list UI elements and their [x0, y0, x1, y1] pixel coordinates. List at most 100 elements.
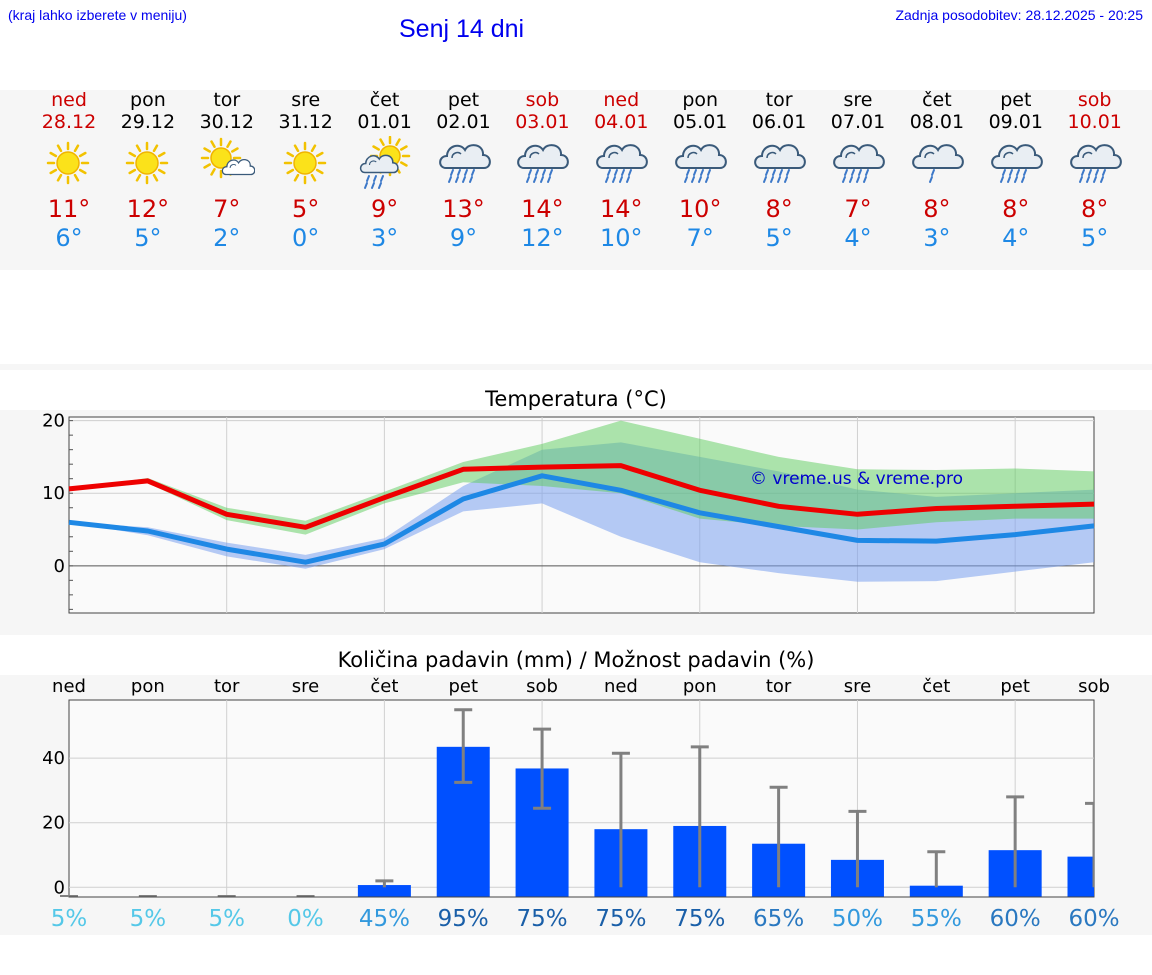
day-name: pon: [130, 89, 166, 111]
sun-icon: [108, 133, 187, 195]
day-label: tor: [214, 676, 240, 697]
temperature-chart: 0 10 20 © vreme.us & vreme.pro: [42, 411, 1095, 614]
max-temperature: 14°: [521, 195, 564, 223]
day-column: sre 07.01 7° 4°: [819, 89, 898, 253]
day-label: sob: [1078, 676, 1110, 697]
day-column: sob 10.01 8° 5°: [1055, 89, 1134, 253]
sun-icon: [266, 133, 345, 195]
day-date: 05.01: [672, 111, 728, 133]
y-tick-label: 0: [54, 556, 65, 577]
min-temperature: 5°: [765, 224, 793, 252]
min-temperature: 5°: [1081, 224, 1109, 252]
precipitation-probability: 45%: [359, 906, 410, 932]
day-label: sob: [526, 676, 558, 697]
max-temperature: 10°: [678, 195, 722, 223]
max-temperature-line: [68, 463, 1095, 530]
day-name: ned: [603, 89, 640, 111]
day-date: 06.01: [751, 111, 807, 133]
day-date: 03.01: [515, 111, 570, 133]
min-temperature: 2°: [213, 224, 241, 252]
day-column: tor 06.01 8° 5°: [740, 89, 819, 253]
precipitation-probability: 60%: [990, 906, 1041, 932]
min-temperature: 3°: [923, 224, 951, 252]
min-range-band: [69, 442, 1094, 582]
y-tick-label: 20: [42, 411, 65, 432]
day-date: 09.01: [988, 111, 1043, 133]
min-temperature: 0°: [292, 224, 320, 252]
temperature-title: Temperatura (°C): [485, 387, 667, 411]
day-date: 02.01: [436, 111, 491, 133]
max-temperature: 11°: [47, 195, 91, 223]
precipitation-probability: 95%: [438, 906, 489, 932]
max-temperature: 8°: [1081, 195, 1109, 223]
max-temperature: 14°: [600, 195, 643, 223]
day-column: čet 01.01 9° 3°: [345, 89, 424, 253]
day-column: tor 30.12 7° 2°: [187, 89, 266, 253]
day-name: sob: [525, 89, 560, 111]
y-tick-label: 20: [42, 813, 65, 834]
precipitation-probability: 0%: [287, 906, 324, 932]
min-temperature: 4°: [844, 224, 872, 252]
day-column: pon 29.12 12° 5°: [108, 89, 187, 253]
day-column: sob 03.01 14° 12°: [503, 89, 582, 253]
day-column: ned 04.01 14° 10°: [582, 89, 661, 253]
day-date: 01.01: [357, 111, 412, 133]
precipitation-probability: 75%: [517, 906, 568, 932]
max-temperature: 13°: [442, 195, 485, 223]
min-temperature: 7°: [686, 224, 714, 252]
day-column: pet 09.01 8° 4°: [976, 89, 1055, 253]
rain-cloud-icon: [582, 133, 661, 195]
precipitation-probability: 65%: [753, 906, 804, 932]
location-hint[interactable]: (kraj lahko izberete v meniju): [8, 7, 187, 23]
day-column: sre 31.12 5° 0°: [266, 89, 345, 253]
day-name: sob: [1077, 89, 1112, 111]
rain-cloud-icon: [424, 133, 503, 195]
day-column: ned 28.12 11° 6°: [30, 89, 109, 253]
min-temperature: 6°: [55, 224, 83, 252]
watermark: © vreme.us & vreme.pro: [750, 469, 963, 489]
max-temperature: 8°: [923, 195, 951, 223]
day-date: 30.12: [199, 111, 254, 133]
y-tick-label: 40: [42, 748, 65, 769]
day-label: pet: [1000, 676, 1030, 697]
bars-group: [60, 708, 1094, 897]
rain-cloud-icon: [503, 133, 582, 195]
plot-area: [68, 699, 1095, 898]
precipitation-probability: 5%: [51, 906, 88, 932]
max-temperature: 7°: [213, 195, 241, 223]
light-rain-cloud-icon: [897, 133, 976, 195]
day-date: 07.01: [830, 111, 886, 133]
sun-cloud-icon: [187, 133, 266, 195]
max-range-band: [69, 420, 1094, 535]
sun-rain-icon: [345, 133, 424, 195]
last-updated: Zadnja posodobitev: 28.12.2025 - 20:25: [895, 7, 1143, 23]
day-date: 31.12: [278, 111, 333, 133]
max-temperature: 8°: [1002, 195, 1030, 223]
precipitation-bar: [1067, 856, 1094, 897]
sun-icon: [30, 133, 109, 195]
precipitation-chart: 0 20 40 ned pon tor sre čet pet sob ned pon tor sre če…: [42, 676, 1119, 932]
day-label: ned: [52, 676, 86, 697]
day-column: pon 05.01 10° 7°: [661, 89, 740, 253]
divider: [0, 364, 1152, 370]
day-label: sre: [844, 676, 871, 697]
max-temperature: 12°: [126, 195, 170, 223]
day-name: tor: [765, 89, 793, 111]
day-label: pon: [131, 676, 165, 697]
day-name: sre: [291, 89, 321, 111]
precipitation-probability: 5%: [130, 906, 167, 932]
day-column: pet 02.01 13° 9°: [424, 89, 503, 253]
min-temperature: 12°: [521, 224, 564, 252]
day-name: pet: [447, 89, 480, 111]
min-temperature: 9°: [449, 224, 478, 252]
precipitation-probability: 50%: [832, 906, 883, 932]
min-temperature: 4°: [1002, 224, 1030, 252]
day-name: čet: [369, 89, 400, 111]
day-name: pet: [1000, 89, 1032, 111]
precipitation-bar: [909, 885, 963, 897]
day-label: sre: [292, 676, 319, 697]
day-name: ned: [51, 89, 87, 111]
day-name: čet: [922, 89, 952, 111]
day-label: pon: [683, 676, 717, 697]
page-title: Senj 14 dni: [399, 15, 525, 43]
